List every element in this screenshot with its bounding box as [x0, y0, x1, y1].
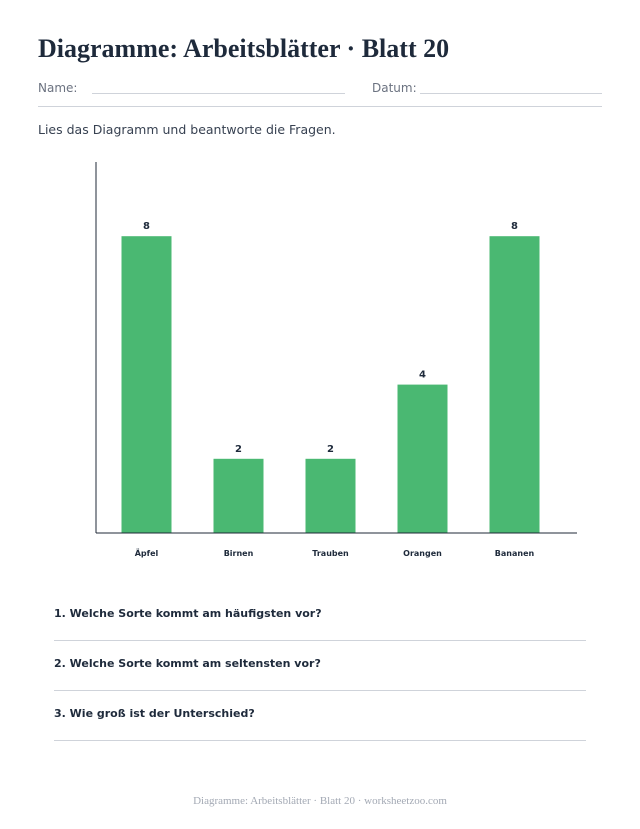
- date-label: Datum:: [372, 81, 417, 95]
- bar-5: [489, 236, 540, 533]
- category-label: Birnen: [224, 549, 254, 558]
- question-2: 2. Welche Sorte kommt am seltensten vor?: [54, 657, 321, 670]
- page-title: Diagramme: Arbeitsblätter · Blatt 20: [38, 34, 450, 63]
- bar-value-label: 8: [511, 221, 518, 232]
- bar-value-label: 2: [327, 444, 334, 455]
- answer-line-2[interactable]: [54, 690, 586, 691]
- date-field[interactable]: [420, 93, 602, 94]
- header-divider: [38, 106, 602, 107]
- bar-4: [397, 384, 448, 533]
- page-footer: Diagramme: Arbeitsblätter · Blatt 20 · w…: [193, 795, 447, 807]
- category-label: Äpfel: [135, 548, 159, 558]
- bar-1: [121, 236, 172, 533]
- bar-3: [305, 458, 356, 533]
- category-label: Trauben: [312, 549, 349, 558]
- bar-value-label: 4: [419, 370, 426, 381]
- category-label: Orangen: [403, 549, 442, 558]
- name-label: Name:: [38, 81, 78, 95]
- bar-value-label: 2: [235, 444, 242, 455]
- bar-chart: 8 Äpfel 2 Birnen 2 Trauben 4 Orangen 8 Bananen: [95, 162, 577, 558]
- answer-line-1[interactable]: [54, 640, 586, 641]
- instructions-text: Lies das Diagramm und beantworte die Fra…: [38, 122, 336, 137]
- question-3: 3. Wie groß ist der Unterschied?: [54, 707, 255, 720]
- answer-line-3[interactable]: [54, 740, 586, 741]
- name-field[interactable]: [92, 93, 345, 94]
- question-1: 1. Welche Sorte kommt am häufigsten vor?: [54, 607, 322, 620]
- bar-value-label: 8: [143, 221, 150, 232]
- bar-2: [213, 458, 264, 533]
- category-label: Bananen: [495, 549, 535, 558]
